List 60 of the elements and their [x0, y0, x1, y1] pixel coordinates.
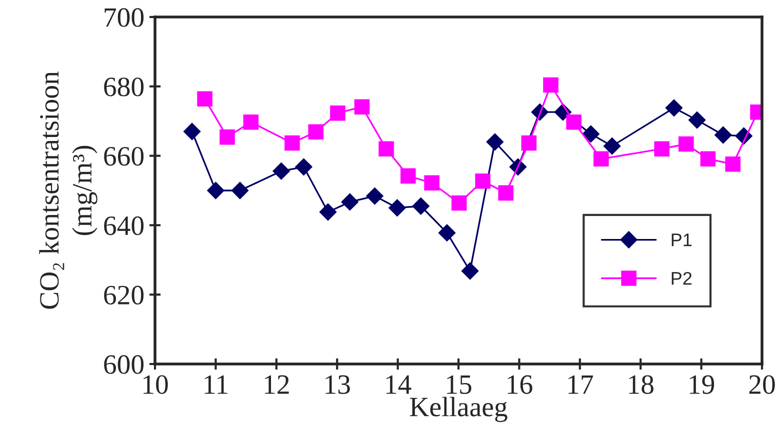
point	[231, 182, 249, 200]
x-tick-label: 15	[447, 375, 472, 394]
point	[714, 126, 732, 144]
point	[604, 138, 621, 155]
x-tick-label: 19	[690, 375, 714, 394]
point	[582, 125, 600, 142]
point	[330, 105, 346, 121]
point	[451, 195, 467, 211]
y-tick-label: 620	[104, 286, 144, 305]
point	[207, 182, 224, 200]
point	[475, 173, 490, 189]
point	[665, 99, 683, 116]
point	[594, 151, 609, 167]
point	[700, 151, 716, 167]
x-tick-label: 18	[629, 375, 654, 394]
x-axis-title: Kellaaeg	[410, 396, 508, 422]
point	[543, 77, 558, 93]
y-tick-label: 640	[104, 216, 144, 236]
point	[243, 114, 259, 130]
x-tick-label: 14	[386, 375, 412, 394]
point	[295, 158, 312, 176]
point	[388, 199, 406, 216]
point	[183, 122, 201, 140]
point	[678, 136, 694, 152]
legend-label: P1	[672, 234, 692, 246]
x-tick-label: 13	[326, 375, 350, 394]
x-tick-label: 10	[144, 375, 168, 394]
point	[366, 188, 384, 205]
point	[400, 168, 416, 184]
point	[378, 141, 394, 156]
point	[566, 114, 582, 130]
x-tick-label: 12	[264, 375, 289, 394]
point	[354, 99, 370, 115]
x-tick-label: 20	[749, 375, 775, 394]
point	[438, 224, 456, 242]
point	[486, 133, 504, 150]
point	[688, 112, 706, 129]
x-tick-label: 16	[508, 375, 532, 394]
point	[197, 91, 212, 107]
x-tick-label: 17	[568, 375, 593, 394]
y-tick-label: 680	[104, 78, 144, 96]
point	[319, 203, 337, 221]
point	[341, 193, 358, 211]
y-tick-label: 600	[104, 355, 144, 374]
y-axis-title: CO₂ kontsentratsioon (mg/m³)	[39, 72, 98, 309]
point	[461, 262, 479, 280]
y-tick-label: 660	[104, 146, 144, 166]
point	[272, 162, 290, 180]
point	[654, 141, 670, 156]
point	[521, 135, 537, 151]
point	[308, 124, 324, 140]
legend-label: P2	[672, 272, 692, 285]
point	[412, 198, 430, 215]
point	[725, 156, 741, 172]
x-tick-label: 11	[204, 375, 228, 394]
point	[284, 135, 300, 151]
point	[220, 129, 235, 145]
point	[424, 175, 440, 191]
point	[498, 185, 514, 201]
y-tick-label: 700	[104, 8, 144, 27]
